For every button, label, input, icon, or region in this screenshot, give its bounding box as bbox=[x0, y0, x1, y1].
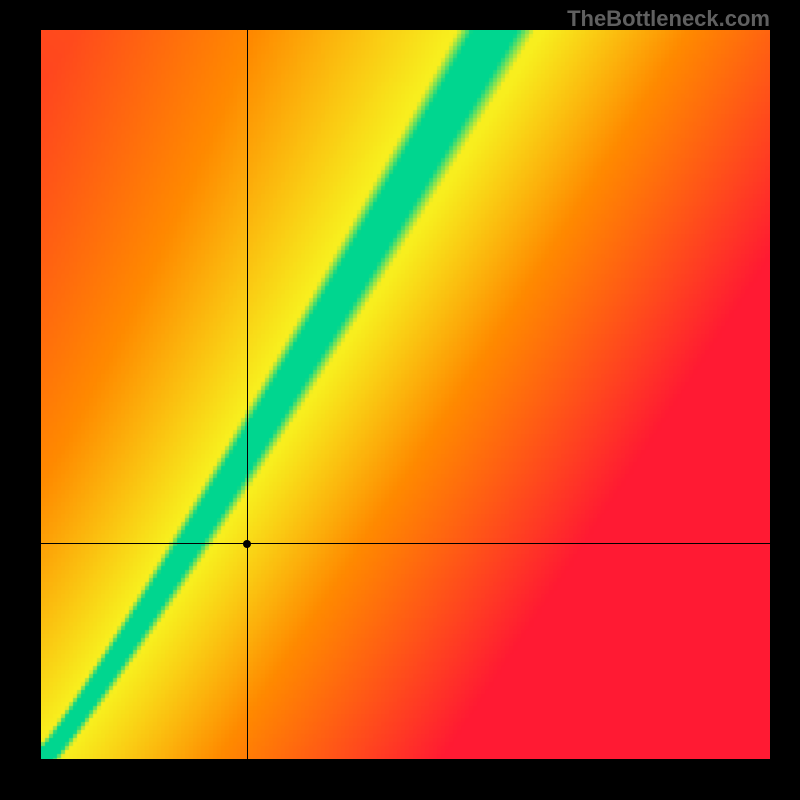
heatmap-plot bbox=[41, 30, 770, 759]
crosshair-horizontal bbox=[41, 543, 770, 544]
crosshair-marker-dot bbox=[243, 540, 251, 548]
watermark-text: TheBottleneck.com bbox=[567, 6, 770, 32]
crosshair-vertical bbox=[247, 30, 248, 759]
heatmap-canvas bbox=[41, 30, 770, 759]
